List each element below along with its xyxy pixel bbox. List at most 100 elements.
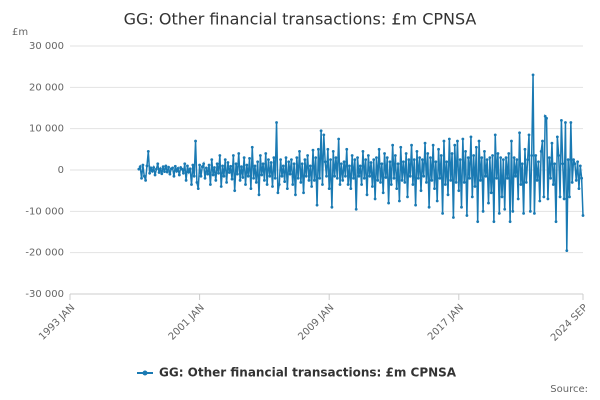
data-point bbox=[380, 162, 384, 166]
data-point bbox=[311, 148, 315, 152]
data-point bbox=[511, 209, 515, 213]
data-point bbox=[291, 183, 295, 186]
data-point bbox=[419, 189, 423, 193]
data-point bbox=[307, 178, 311, 182]
data-point bbox=[385, 156, 389, 160]
data-point bbox=[236, 172, 239, 176]
data-point bbox=[522, 212, 525, 215]
data-point bbox=[574, 178, 578, 182]
data-point bbox=[543, 114, 547, 118]
chart-title: GG: Other financial transactions: £m CPN… bbox=[124, 10, 477, 29]
data-point bbox=[518, 131, 521, 135]
data-point bbox=[156, 162, 160, 166]
data-point bbox=[493, 133, 497, 137]
data-point bbox=[157, 171, 161, 174]
data-point bbox=[476, 220, 480, 224]
data-point bbox=[422, 174, 426, 178]
data-point bbox=[366, 154, 370, 157]
data-point bbox=[238, 178, 242, 182]
data-point bbox=[292, 162, 296, 166]
legend-label: GG: Other financial transactions: £m CPN… bbox=[159, 366, 457, 380]
data-point bbox=[165, 170, 169, 174]
data-point bbox=[449, 178, 453, 182]
data-point bbox=[410, 143, 413, 147]
data-point bbox=[327, 187, 331, 191]
data-point bbox=[250, 145, 254, 149]
y-tick-label: -20 000 bbox=[25, 248, 64, 259]
data-point bbox=[466, 156, 470, 160]
data-point bbox=[477, 139, 481, 143]
data-point bbox=[339, 162, 343, 166]
data-point bbox=[317, 147, 320, 151]
data-point bbox=[231, 154, 235, 157]
data-point bbox=[488, 156, 492, 160]
data-point bbox=[223, 158, 227, 162]
data-point bbox=[240, 165, 243, 169]
data-point bbox=[141, 163, 145, 167]
data-point bbox=[173, 164, 177, 168]
data-point bbox=[404, 152, 408, 155]
data-point bbox=[384, 176, 388, 179]
data-point bbox=[562, 197, 566, 201]
data-point bbox=[233, 189, 237, 193]
data-point bbox=[182, 171, 185, 175]
data-point bbox=[496, 152, 500, 155]
data-point bbox=[353, 158, 357, 162]
data-point bbox=[442, 139, 446, 143]
data-point bbox=[465, 214, 469, 217]
data-point bbox=[260, 173, 264, 177]
data-point bbox=[534, 154, 538, 157]
data-point bbox=[318, 176, 322, 180]
data-point bbox=[322, 133, 326, 137]
data-point bbox=[546, 197, 550, 201]
data-point bbox=[252, 176, 256, 180]
data-point bbox=[204, 166, 208, 170]
data-point bbox=[541, 139, 544, 143]
data-point bbox=[199, 174, 203, 178]
data-point bbox=[480, 156, 484, 160]
data-point bbox=[272, 156, 276, 160]
data-point bbox=[267, 158, 270, 162]
data-point bbox=[392, 176, 396, 180]
data-point bbox=[507, 152, 511, 155]
data-point bbox=[537, 160, 540, 164]
data-point bbox=[473, 185, 477, 188]
data-point bbox=[180, 167, 184, 171]
data-point bbox=[528, 209, 532, 213]
data-point bbox=[431, 143, 435, 147]
data-point bbox=[557, 154, 561, 157]
data-point bbox=[329, 158, 332, 162]
data-point bbox=[514, 174, 517, 178]
data-point bbox=[368, 174, 372, 178]
data-point bbox=[211, 173, 215, 177]
data-point bbox=[484, 174, 488, 178]
data-point bbox=[425, 181, 428, 184]
data-point bbox=[303, 158, 307, 162]
data-point bbox=[337, 137, 341, 141]
data-point bbox=[334, 156, 338, 160]
data-point bbox=[558, 195, 562, 199]
data-point bbox=[361, 150, 365, 153]
data-point bbox=[456, 139, 459, 143]
data-point bbox=[294, 193, 297, 197]
data-point bbox=[423, 141, 427, 145]
data-point bbox=[383, 152, 386, 155]
data-point bbox=[144, 178, 148, 182]
data-point bbox=[321, 183, 324, 186]
data-point bbox=[345, 147, 349, 151]
data-point bbox=[365, 193, 369, 197]
x-tick-label: 2009 JAN bbox=[296, 302, 336, 342]
data-point bbox=[145, 164, 149, 168]
data-point bbox=[218, 154, 222, 157]
data-point bbox=[453, 143, 457, 147]
data-point bbox=[429, 156, 432, 160]
data-point bbox=[341, 178, 345, 182]
x-tick-label: 2024 SEP bbox=[549, 302, 590, 343]
data-point bbox=[261, 162, 265, 166]
data-point bbox=[389, 183, 393, 186]
data-point bbox=[258, 154, 262, 157]
data-point bbox=[192, 174, 196, 178]
data-point bbox=[458, 158, 462, 162]
data-point bbox=[376, 178, 380, 182]
data-point bbox=[441, 212, 444, 215]
